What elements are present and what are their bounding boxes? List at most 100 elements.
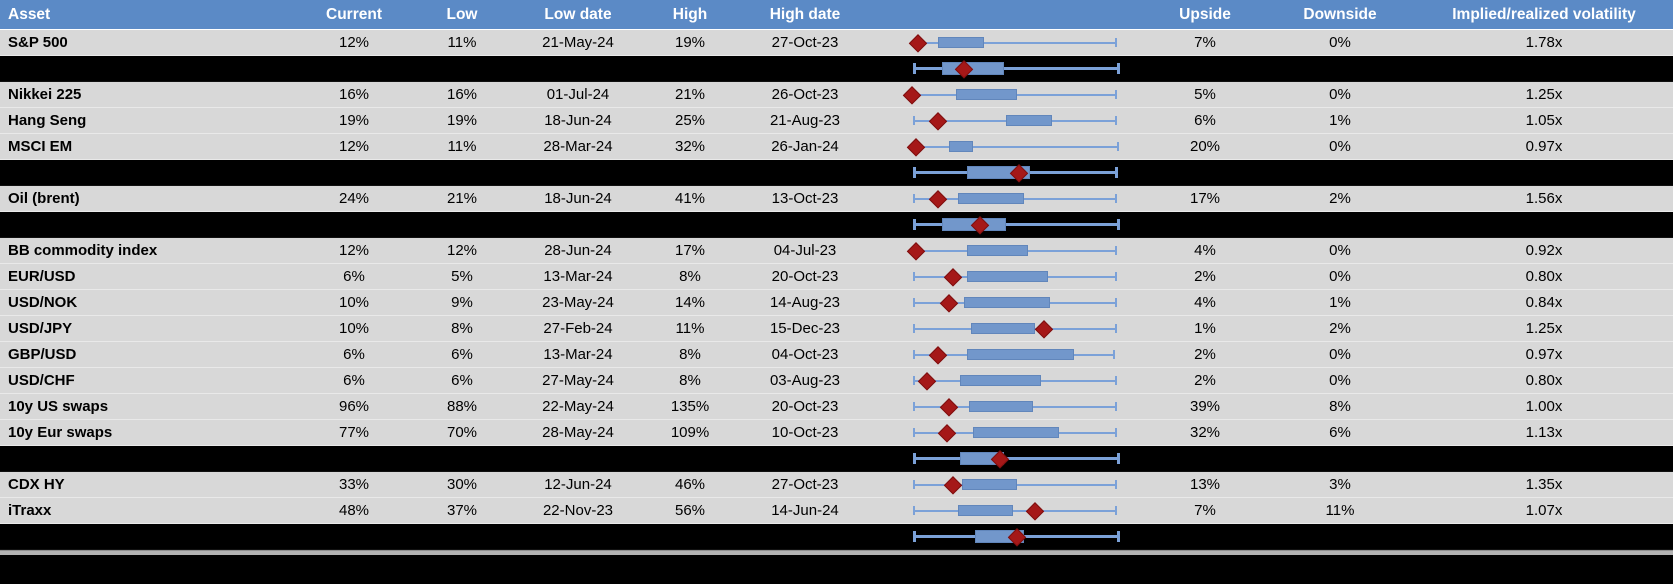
whisker-tick-right	[1115, 90, 1118, 99]
high-cell: 32%	[674, 138, 706, 155]
iqr-box	[966, 349, 1075, 360]
high-date-cell	[740, 212, 870, 237]
whisker-tick-left	[912, 376, 915, 385]
upside-cell: 17%	[1189, 190, 1221, 207]
current-cell: 48%	[338, 502, 370, 519]
upside-cell: 2%	[1194, 372, 1216, 389]
boxplot	[905, 316, 1125, 341]
low-cell	[408, 446, 516, 471]
current-cell	[300, 56, 408, 81]
range-boxplot-cell	[870, 82, 1145, 107]
current-cell: 10%	[338, 320, 370, 337]
upside-cell	[1145, 212, 1265, 237]
whisker-tick-left	[912, 116, 915, 125]
high-date-cell: 10-Oct-23	[771, 424, 839, 441]
iqr-box	[966, 245, 1029, 256]
whisker-tick-right	[1115, 376, 1118, 385]
high-cell: 41%	[674, 190, 706, 207]
iqr-box	[1006, 115, 1053, 126]
upside-cell: 6%	[1194, 112, 1216, 129]
whisker-tick-right	[1115, 324, 1118, 333]
low-date-cell: 28-May-24	[542, 424, 614, 441]
current-diamond-marker	[940, 397, 958, 416]
whisker-tick-right	[1117, 219, 1121, 230]
low-cell: 37%	[446, 502, 478, 519]
volatility-ratio-cell	[1415, 160, 1673, 185]
current-cell: 96%	[338, 398, 370, 415]
asset-cell	[0, 446, 300, 471]
upside-cell: 20%	[1189, 138, 1221, 155]
high-cell: 25%	[674, 112, 706, 129]
downside-cell	[1265, 160, 1415, 185]
boxplot	[905, 186, 1125, 211]
boxplot	[905, 56, 1125, 81]
high-date-cell: 27-Oct-23	[771, 476, 839, 493]
high-date-cell: 27-Oct-23	[771, 34, 839, 51]
asset-cell: USD/JPY	[8, 320, 73, 337]
range-boxplot-cell	[870, 368, 1145, 393]
asset-cell	[0, 212, 300, 237]
table-row: USD/CHF 6% 6% 27-May-24 8% 03-Aug-23 2% …	[0, 368, 1673, 394]
low-date-cell	[516, 56, 640, 81]
whisker-tick-left	[912, 324, 915, 333]
whisker-tick-right	[1117, 531, 1121, 542]
low-cell: 11%	[447, 138, 477, 155]
low-date-cell	[516, 446, 640, 471]
column-header-range-chart	[870, 0, 1145, 29]
iqr-box	[957, 505, 1013, 516]
whisker-tick-left	[912, 480, 915, 489]
upside-cell: 5%	[1194, 86, 1216, 103]
low-date-cell: 13-Mar-24	[543, 346, 613, 363]
high-cell: 8%	[679, 268, 701, 285]
whisker-tick-left	[912, 298, 915, 307]
high-cell: 56%	[674, 502, 706, 519]
downside-cell: 0%	[1329, 372, 1351, 389]
upside-cell: 2%	[1194, 346, 1216, 363]
whisker-line	[913, 509, 1117, 512]
high-date-cell: 14-Aug-23	[769, 294, 841, 311]
table-row: CDX HY 33% 30% 12-Jun-24 46% 27-Oct-23 1…	[0, 472, 1673, 498]
low-date-cell: 18-Jun-24	[544, 190, 612, 207]
current-diamond-marker	[944, 267, 963, 286]
high-cell: 135%	[670, 398, 710, 415]
low-date-cell: 27-May-24	[542, 372, 614, 389]
high-date-cell: 20-Oct-23	[771, 398, 839, 415]
boxplot	[902, 82, 1125, 107]
boxplot	[905, 446, 1125, 471]
whisker-tick-right	[1115, 194, 1118, 203]
table-row: GBP/USD 6% 6% 13-Mar-24 8% 04-Oct-23 2% …	[0, 342, 1673, 368]
high-date-cell: 14-Jun-24	[771, 502, 839, 519]
downside-cell: 0%	[1329, 346, 1351, 363]
table-row: Oil (brent) 24% 21% 18-Jun-24 41% 13-Oct…	[0, 186, 1673, 212]
table-row: Nikkei 225 16% 16% 01-Jul-24 21% 26-Oct-…	[0, 82, 1673, 108]
column-header-low: Low	[446, 6, 478, 23]
volatility-ratio-cell: 0.97x	[1525, 138, 1563, 155]
boxplot	[905, 30, 1125, 55]
asset-cell: GBP/USD	[8, 346, 77, 363]
table-row: iTraxx 48% 37% 22-Nov-23 56% 14-Jun-24 7…	[0, 498, 1673, 524]
current-cell: 12%	[338, 242, 370, 259]
high-cell	[640, 212, 740, 237]
range-boxplot-cell	[870, 524, 1145, 549]
high-date-cell: 04-Oct-23	[771, 346, 839, 363]
low-cell	[408, 160, 516, 185]
whisker-line	[913, 223, 1119, 226]
summary-row	[0, 212, 1673, 238]
low-cell	[408, 56, 516, 81]
whisker-tick-right	[1117, 142, 1120, 151]
low-date-cell: 23-May-24	[542, 294, 614, 311]
high-date-cell: 15-Dec-23	[769, 320, 841, 337]
asset-cell: BB commodity index	[8, 242, 158, 259]
column-header-high: High	[672, 6, 708, 23]
high-cell: 8%	[679, 346, 701, 363]
iqr-box	[964, 297, 1051, 308]
low-cell: 8%	[451, 320, 473, 337]
asset-cell: CDX HY	[8, 476, 65, 493]
iqr-box	[971, 323, 1035, 334]
iqr-box	[938, 37, 985, 48]
upside-cell: 2%	[1194, 268, 1216, 285]
low-cell: 5%	[451, 268, 473, 285]
range-boxplot-cell	[870, 446, 1145, 471]
upside-cell: 39%	[1189, 398, 1221, 415]
range-boxplot-cell	[870, 316, 1145, 341]
